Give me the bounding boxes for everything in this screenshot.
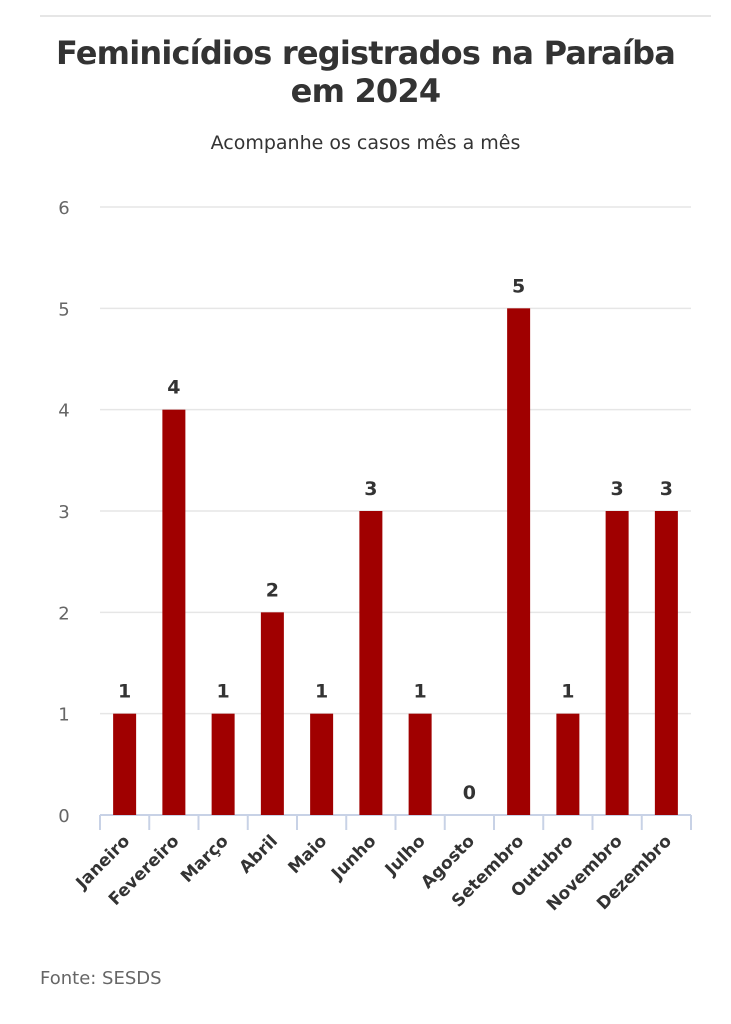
- bar-value-label: 1: [315, 681, 328, 703]
- x-tick-label: Maio: [285, 831, 332, 878]
- bar-value-label: 1: [118, 681, 131, 703]
- bar-value-label: 1: [561, 681, 574, 703]
- y-tick-label: 0: [58, 806, 69, 827]
- bar-value-label: 1: [414, 681, 427, 703]
- y-tick-label: 1: [58, 705, 69, 726]
- chart-title: Feminicídios registrados na Paraíba em 20…: [0, 34, 731, 110]
- source-note: Fonte: SESDS: [40, 968, 162, 989]
- bar: [113, 713, 137, 815]
- chart-title-line-2: em 2024: [290, 72, 441, 110]
- bar: [556, 713, 580, 815]
- bar-value-label: 1: [217, 681, 230, 703]
- chart-subtitle: Acompanhe os casos mês a mês: [210, 132, 521, 154]
- top-divider: [40, 15, 711, 17]
- chart-title-line-1: Feminicídios registrados na Paraíba: [55, 34, 676, 72]
- bar: [408, 713, 432, 815]
- bar-value-label: 3: [611, 478, 624, 500]
- x-tick-label: Abril: [236, 831, 282, 877]
- y-tick-label: 6: [58, 198, 69, 219]
- bar-value-label: 0: [463, 782, 476, 804]
- bar-value-label: 2: [266, 579, 279, 601]
- bar-value-label: 3: [364, 478, 377, 500]
- bar: [162, 409, 186, 815]
- bar: [310, 713, 334, 815]
- y-tick-label: 2: [58, 603, 69, 624]
- bar: [260, 612, 284, 815]
- y-tick-label: 3: [58, 502, 69, 523]
- bar-value-label: 5: [512, 275, 525, 297]
- bar: [654, 511, 678, 815]
- y-tick-label: 5: [58, 299, 69, 320]
- bar: [359, 511, 383, 815]
- x-tick-label: Junho: [327, 831, 380, 884]
- bar: [507, 308, 531, 815]
- bar-value-label: 3: [660, 478, 673, 500]
- x-tick-label: Março: [177, 831, 233, 887]
- bar-value-label: 4: [167, 377, 180, 399]
- bar: [211, 713, 235, 815]
- y-tick-label: 4: [58, 401, 69, 422]
- bar: [605, 511, 629, 815]
